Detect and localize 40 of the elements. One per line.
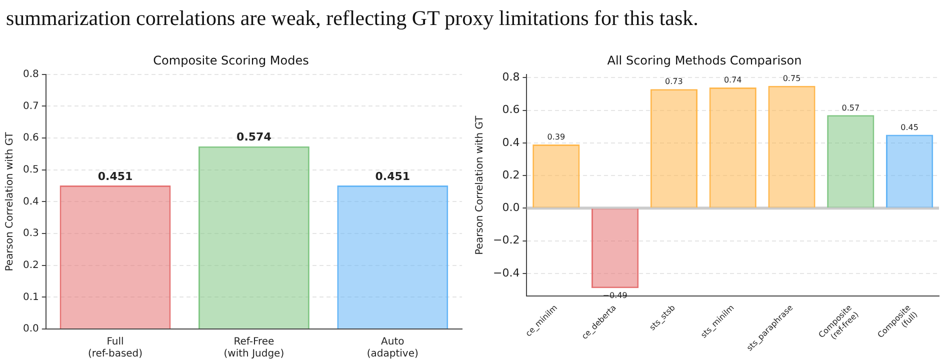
bar bbox=[886, 134, 934, 208]
y-tick-label: 0.0 bbox=[502, 201, 520, 214]
data-label: 0.45 bbox=[900, 122, 918, 132]
chart-title: All Scoring Methods Comparison bbox=[607, 53, 802, 68]
data-label: 0.39 bbox=[547, 132, 566, 142]
x-tick-label: Ref-Free (with Judge) bbox=[224, 336, 284, 360]
data-label: 0.75 bbox=[782, 74, 801, 83]
data-label: 0.74 bbox=[724, 76, 742, 85]
y-tick-label: 0.3 bbox=[22, 228, 39, 240]
bar bbox=[592, 208, 639, 288]
y-tick-label: 0.7 bbox=[22, 100, 39, 112]
x-tick-label: Full (ref-based) bbox=[88, 336, 143, 360]
bar bbox=[532, 144, 580, 208]
y-tick-label: 0.4 bbox=[502, 136, 520, 149]
data-label: 0.451 bbox=[375, 170, 410, 183]
y-tick-label: 0.0 bbox=[22, 324, 39, 335]
y-tick-label: −0.4 bbox=[492, 266, 520, 280]
y-tick-label: 0.6 bbox=[22, 132, 39, 144]
y-tick-label: 0.6 bbox=[502, 103, 520, 116]
data-label: 0.57 bbox=[842, 103, 860, 112]
data-label: 0.574 bbox=[236, 130, 272, 144]
y-tick-label: −0.2 bbox=[492, 234, 520, 247]
bar bbox=[768, 86, 816, 208]
chart-title: Composite Scoring Modes bbox=[153, 53, 309, 68]
y-tick-label: 0.8 bbox=[22, 68, 39, 80]
data-label: 0.73 bbox=[665, 77, 683, 86]
y-tick-label: 0.4 bbox=[22, 196, 39, 208]
y-axis-title: Pearson Correlation with GT bbox=[4, 131, 16, 272]
y-tick-label: 0.8 bbox=[502, 70, 520, 84]
y-tick-label: 0.2 bbox=[22, 260, 39, 271]
y-tick-label: 0.5 bbox=[22, 164, 39, 176]
bar bbox=[650, 89, 698, 208]
y-tick-label: 0.1 bbox=[22, 292, 39, 303]
bar bbox=[827, 115, 874, 208]
y-axis-title: Pearson Correlation with GT bbox=[474, 114, 486, 255]
text: summarization correlations are weak, reflecting GT proxy limitations for this task. bbox=[6, 6, 698, 31]
data-label: 0.451 bbox=[98, 170, 133, 183]
bar bbox=[709, 87, 756, 208]
x-tick-label: Auto (adaptive) bbox=[366, 336, 419, 360]
y-tick-label: 0.2 bbox=[502, 168, 520, 182]
